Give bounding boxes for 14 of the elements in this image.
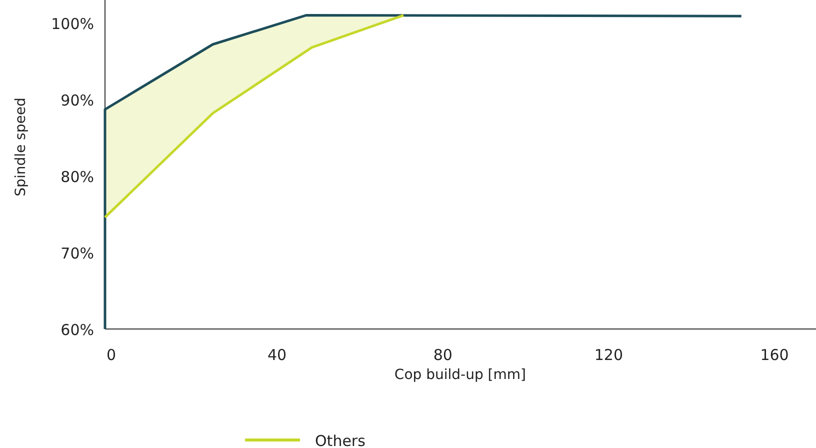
x-tick-label: 120 — [594, 346, 624, 364]
x-tick-label: 80 — [433, 346, 452, 364]
y-tick-label: 60% — [60, 321, 94, 339]
y-tick-label: 100% — [51, 14, 94, 33]
y-tick-label: 80% — [60, 168, 94, 186]
legend-label: Others — [315, 432, 366, 448]
x-tick-label: 40 — [268, 346, 287, 364]
x-axis-title: Cop build-up [mm] — [394, 367, 526, 383]
line-series — [104, 14, 743, 330]
y-tick-label: 90% — [60, 91, 94, 110]
x-tick-label: 0 — [106, 346, 116, 364]
y-axis-title: Spindle speed — [13, 98, 29, 196]
x-tick-label: 160 — [760, 346, 789, 364]
y-tick-label: 70% — [60, 244, 94, 262]
